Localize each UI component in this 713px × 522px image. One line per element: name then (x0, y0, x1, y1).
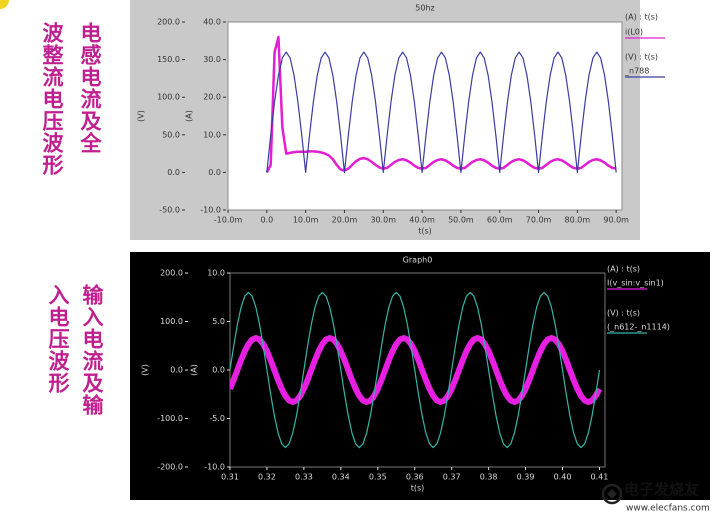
watermark-logo-mark (607, 489, 617, 499)
legend-header: (A) : t(s) (625, 13, 658, 22)
legend-header: (A) : t(s) (607, 265, 640, 274)
y-axis-label: (V) (137, 110, 146, 122)
legend-label: i(L0) (625, 28, 643, 37)
y-tick-label: 0.0 (212, 366, 225, 375)
x-tick-label: 60.0m (487, 216, 513, 225)
x-tick-label: 90.0m (603, 216, 629, 225)
y-tick-label: 100.0 (157, 93, 180, 102)
y-tick-label: 200.0 (157, 18, 180, 27)
x-tick-label: 30.0m (370, 216, 396, 225)
x-tick-label: 0.31 (221, 473, 239, 482)
x-axis-label: t(s) (418, 227, 432, 236)
caption: 入电压波形 (46, 284, 70, 394)
chart-title: Graph0 (403, 256, 433, 265)
x-tick-label: 0.41 (591, 473, 609, 482)
y-tick-label: -50.0 (159, 206, 180, 215)
plot-area (229, 272, 606, 468)
y-tick-label: 0.0 (208, 168, 221, 177)
x-tick-label: 80.0m (565, 216, 591, 225)
x-tick-label: 50.0m (448, 216, 474, 225)
x-tick-label: 0.38 (480, 473, 498, 482)
y-tick-label: -10.0 (204, 463, 225, 472)
corner-mark (0, 0, 9, 9)
caption: 输入电流及输 (80, 284, 104, 416)
x-tick-label: 0.33 (295, 473, 313, 482)
y2-axis-label: (A) (185, 110, 194, 122)
x-tick-label: 0.32 (258, 473, 276, 482)
y-tick-label: 5.0 (212, 317, 225, 326)
y-tick-label: 0.0 (167, 168, 180, 177)
legend-label: I(v_sin:v_sin1) (607, 279, 664, 288)
y-tick-label: -100.0 (157, 414, 183, 423)
y-tick-label: -5.0 (209, 414, 225, 423)
x-tick-label: 0.0 (260, 216, 273, 225)
y-tick-label: -200.0 (157, 463, 183, 472)
series-line (230, 291, 601, 449)
legend-header: (V) : t(s) (607, 309, 640, 318)
y-tick-label: 30.0 (203, 55, 221, 64)
plot-area (227, 21, 623, 211)
caption: 电感电流及全 (78, 22, 102, 154)
x-tick-label: 0.36 (406, 473, 424, 482)
x-tick-label: 10.0m (293, 216, 319, 225)
watermark-logo (601, 483, 623, 505)
series-line (230, 334, 603, 406)
watermark: 电子发烧友 www.elecfans.com (601, 481, 710, 514)
caption: 波整流电压波形 (40, 22, 64, 176)
x-tick-label: 0.40 (554, 473, 572, 482)
x-tick-label: 40.0m (409, 216, 435, 225)
series-line (266, 51, 617, 173)
x-tick-label: 0.39 (517, 473, 535, 482)
y-tick-label: -10.0 (200, 206, 221, 215)
x-axis-label: t(s) (411, 484, 425, 493)
y-tick-label: 100.0 (160, 317, 183, 326)
series-line (265, 35, 617, 173)
y-tick-label: 0.0 (170, 366, 183, 375)
y-axis-label: (V) (141, 364, 150, 376)
y2-axis-label: (A) (190, 364, 199, 376)
x-tick-label: 70.0m (526, 216, 552, 225)
legend-header: (V) : t(s) (625, 53, 658, 62)
y-tick-label: 150.0 (157, 55, 180, 64)
x-tick-label: 0.37 (443, 473, 461, 482)
legend-label: (_n612-_n1114) (607, 323, 670, 332)
legend-label: _n788 (624, 67, 649, 76)
x-tick-label: 0.34 (332, 473, 350, 482)
y-tick-label: 40.0 (203, 18, 221, 27)
watermark-url: www.elecfans.com (626, 504, 710, 514)
y-tick-label: 10.0 (207, 269, 225, 278)
y-tick-label: 50.0 (162, 130, 180, 139)
watermark-name: 电子发烧友 (624, 481, 699, 499)
y-tick-label: 200.0 (160, 269, 183, 278)
x-tick-label: -10.0m (214, 216, 243, 225)
x-tick-label: 0.35 (369, 473, 387, 482)
y-tick-label: 10.0 (203, 130, 221, 139)
chart-title: 50hz (415, 4, 434, 13)
y-tick-label: 20.0 (203, 93, 221, 102)
x-tick-label: 20.0m (332, 216, 358, 225)
